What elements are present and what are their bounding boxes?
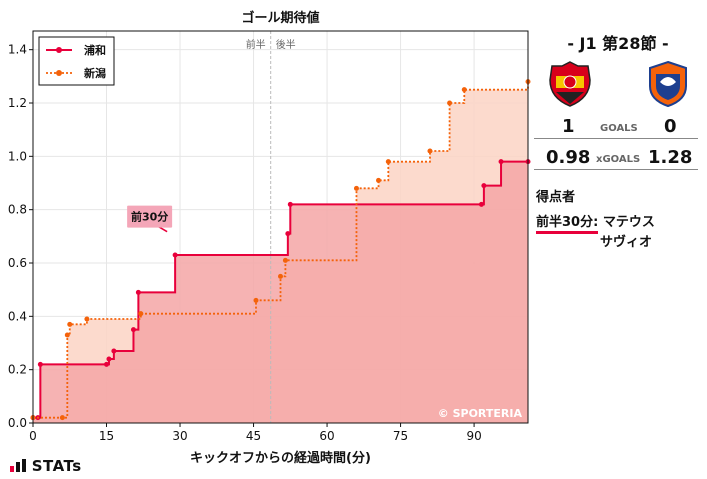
x-axis-label: キックオフからの経過時間(分)	[190, 450, 371, 466]
y-tick-label: 1.2	[8, 96, 27, 110]
point-urawa	[106, 356, 112, 362]
point-niigata	[67, 321, 73, 327]
y-tick-label: 1.0	[8, 149, 27, 163]
scorers-title: 得点者	[536, 190, 576, 205]
point-urawa	[135, 289, 141, 295]
point-niigata	[84, 316, 90, 322]
home-xg: 0.98	[546, 147, 591, 168]
legend-box	[38, 36, 115, 86]
legend-marker-niigata	[56, 70, 62, 76]
y-tick-label: 0.2	[8, 363, 27, 377]
bar-logo-icon	[10, 459, 26, 472]
point-niigata	[461, 87, 467, 93]
scorer-minute: 前半30分:	[536, 215, 599, 234]
point-urawa	[285, 231, 291, 237]
chart-title: ゴール期待値	[241, 10, 319, 26]
match-title: - J1 第28節 -	[567, 34, 669, 53]
point-urawa	[130, 327, 136, 333]
point-urawa	[478, 201, 484, 207]
annotation-box	[127, 205, 173, 228]
y-tick-label: 0.6	[8, 256, 27, 270]
x-tick-label: 60	[319, 429, 334, 443]
stats-logo: STATs	[10, 457, 82, 475]
point-niigata	[447, 100, 453, 106]
point-niigata	[282, 257, 288, 263]
x-tick-label: 30	[172, 429, 187, 443]
xgoals-row: 0.98 xGOALS 1.28	[534, 147, 698, 170]
point-niigata	[376, 177, 382, 183]
point-urawa	[172, 252, 178, 258]
y-tick-label: 0.8	[8, 203, 27, 217]
y-tick-label: 0.4	[8, 309, 27, 323]
point-urawa	[104, 361, 110, 367]
point-urawa	[287, 201, 293, 207]
urawa-badge-icon	[549, 61, 591, 107]
point-niigata	[353, 185, 359, 191]
x-tick-label: 75	[393, 429, 408, 443]
scorer-entry-line2: サヴィオ	[600, 231, 652, 250]
point-niigata	[253, 297, 259, 303]
point-niigata	[138, 311, 144, 317]
legend-label-niigata: 新潟	[84, 66, 106, 80]
match-panel: - J1 第28節 - 1 GOALS 0 0.98 xGOALS 1.28 得…	[534, 0, 702, 479]
point-urawa	[111, 348, 117, 354]
scorer-entry: 前半30分: マテウス	[536, 211, 655, 234]
y-tick-label: 0.0	[8, 416, 27, 430]
first-half-label: 前半	[246, 38, 266, 51]
away-goals: 0	[664, 116, 677, 137]
home-goals: 1	[562, 116, 575, 137]
goals-row: 1 GOALS 0	[534, 116, 698, 139]
x-tick-label: 90	[466, 429, 481, 443]
point-niigata	[64, 332, 70, 338]
goals-label: GOALS	[600, 123, 638, 134]
legend-marker-urawa	[56, 47, 62, 53]
point-niigata	[427, 148, 433, 154]
point-niigata	[278, 273, 283, 279]
point-niigata	[385, 159, 391, 165]
brand-name: STATs	[31, 457, 82, 475]
point-urawa	[37, 361, 43, 367]
scorer-name-2: サヴィオ	[600, 235, 653, 250]
x-tick-label: 45	[246, 429, 261, 443]
y-tick-label: 1.4	[8, 43, 27, 57]
plot-frame	[32, 30, 529, 424]
away-xg: 1.28	[648, 147, 693, 168]
point-urawa	[498, 159, 504, 165]
x-tick-label: 15	[99, 429, 114, 443]
x-tick-label: 0	[29, 429, 37, 443]
point-niigata	[59, 415, 65, 421]
second-half-label: 後半	[276, 38, 296, 51]
scorer-name: マテウス	[602, 215, 655, 230]
niigata-badge-icon	[649, 60, 687, 108]
point-urawa	[481, 183, 487, 189]
watermark: © SPORTERIA	[438, 407, 523, 420]
legend-label-urawa: 浦和	[84, 43, 106, 57]
annotation-text: 前30分	[131, 210, 168, 224]
xgoals-label: xGOALS	[596, 154, 641, 165]
